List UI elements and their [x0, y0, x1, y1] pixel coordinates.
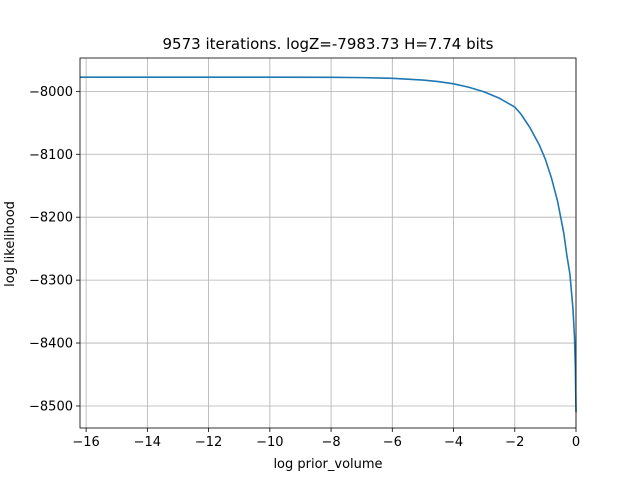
- ticks: −16 −14 −12 −10 −8 −6 −4 −2 0 −8500 −8400 −8300 −820…: [29, 85, 580, 450]
- series-layer: [80, 76, 577, 413]
- chart-title: 9573 iterations. logZ=-7983.73 H=7.74 bi…: [163, 35, 494, 53]
- y-tick-label: −8200: [29, 211, 73, 226]
- y-axis-label: log likelihood: [3, 201, 18, 287]
- y-tick-label: −8000: [29, 85, 73, 100]
- x-tick-label: −12: [195, 435, 222, 450]
- grid-lines: [80, 58, 577, 428]
- x-tick-label: −2: [505, 435, 524, 450]
- series-line: [80, 76, 577, 413]
- x-tick-label: −4: [444, 435, 463, 450]
- y-tick-label: −8100: [29, 148, 73, 163]
- y-tick-label: −8300: [29, 274, 73, 289]
- x-tick-label: −8: [321, 435, 340, 450]
- y-tick-label: −8400: [29, 337, 73, 352]
- x-tick-label: −6: [383, 435, 402, 450]
- x-tick-label: 0: [572, 435, 580, 450]
- x-tick-label: −14: [134, 435, 161, 450]
- plot-frame: [79, 57, 577, 429]
- x-tick-label: −10: [256, 435, 283, 450]
- x-axis-label: log prior_volume: [273, 457, 382, 472]
- x-tick-label: −16: [72, 435, 99, 450]
- y-tick-label: −8500: [29, 399, 73, 414]
